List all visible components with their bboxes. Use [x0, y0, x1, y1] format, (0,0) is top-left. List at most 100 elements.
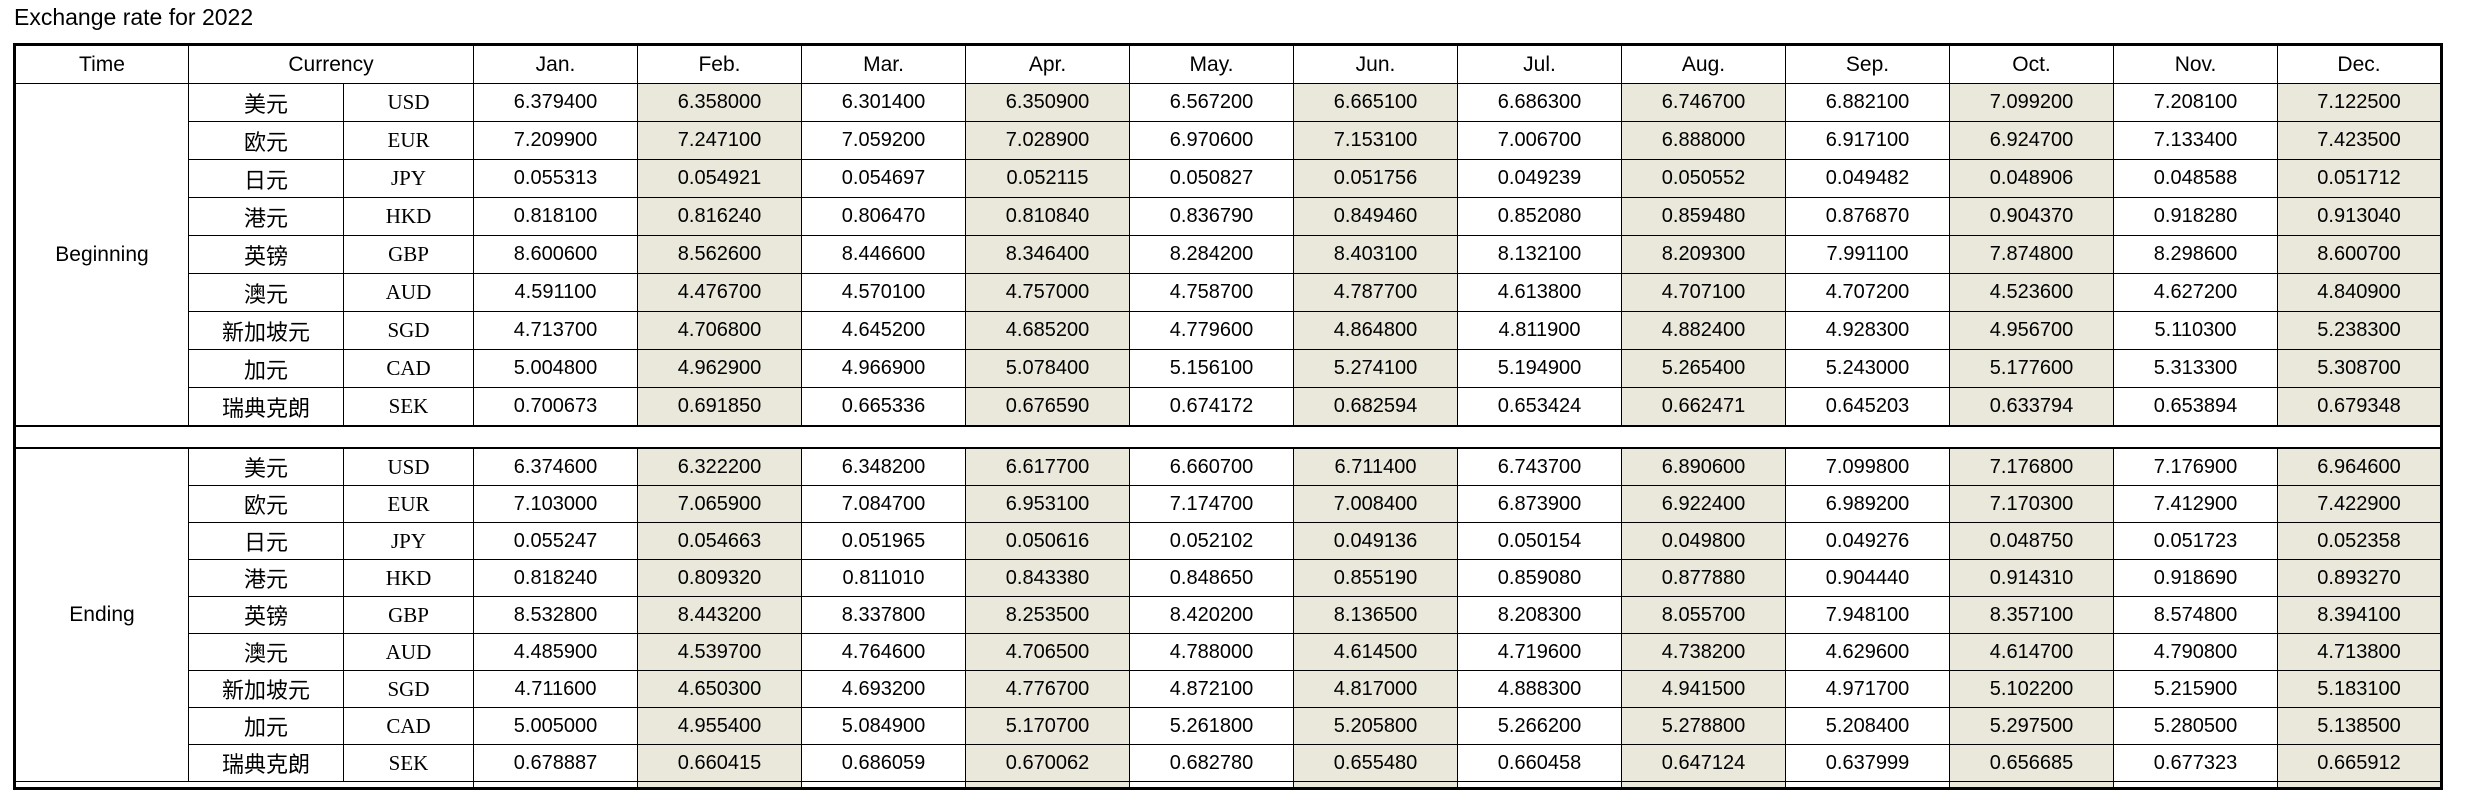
rate-cell: 6.924700 — [1949, 121, 2114, 160]
rate-cell: 0.893270 — [2277, 559, 2442, 597]
rate-cell: 0.633794 — [1949, 387, 2114, 427]
bottom-strip-cell — [1949, 781, 2114, 789]
currency-code: HKD — [343, 197, 474, 236]
rate-cell: 8.337800 — [801, 596, 966, 634]
currency-name-cn: 新加坡元 — [188, 311, 344, 350]
rate-cell: 6.686300 — [1457, 83, 1622, 122]
rate-cell: 7.412900 — [2113, 485, 2278, 523]
rate-cell: 8.253500 — [965, 596, 1130, 634]
rate-cell: 0.653424 — [1457, 387, 1622, 427]
col-header-month: Dec. — [2277, 44, 2442, 84]
rate-cell: 6.358000 — [637, 83, 802, 122]
rate-cell: 8.209300 — [1621, 235, 1786, 274]
rate-cell: 0.809320 — [637, 559, 802, 597]
rate-cell: 8.298600 — [2113, 235, 2278, 274]
col-header-month: Sep. — [1785, 44, 1950, 84]
rate-cell: 7.174700 — [1129, 485, 1294, 523]
rate-cell: 8.446600 — [801, 235, 966, 274]
currency-name-cn: 港元 — [188, 197, 344, 236]
rate-cell: 0.811010 — [801, 559, 966, 597]
rate-cell: 6.890600 — [1621, 447, 1786, 486]
rate-cell: 0.843380 — [965, 559, 1130, 597]
rate-cell: 7.208100 — [2113, 83, 2278, 122]
rate-cell: 4.971700 — [1785, 670, 1950, 708]
rate-cell: 0.051756 — [1293, 159, 1458, 198]
rate-cell: 4.706500 — [965, 633, 1130, 671]
rate-cell: 0.653894 — [2113, 387, 2278, 427]
rate-cell: 6.917100 — [1785, 121, 1950, 160]
rate-cell: 6.348200 — [801, 447, 966, 486]
rate-cell: 5.177600 — [1949, 349, 2114, 388]
rate-cell: 0.818100 — [473, 197, 638, 236]
rate-cell: 7.103000 — [473, 485, 638, 523]
rate-cell: 4.888300 — [1457, 670, 1622, 708]
rate-cell: 8.532800 — [473, 596, 638, 634]
rate-cell: 5.238300 — [2277, 311, 2442, 350]
rate-cell: 4.941500 — [1621, 670, 1786, 708]
rate-cell: 0.051965 — [801, 522, 966, 560]
rate-cell: 7.133400 — [2113, 121, 2278, 160]
col-header-month: May. — [1129, 44, 1294, 84]
currency-name-cn: 加元 — [188, 707, 344, 745]
rate-cell: 0.849460 — [1293, 197, 1458, 236]
table-row: Ending 美元 USD 6.374600 6.322200 6.348200 6.617… — [14, 447, 2442, 782]
currency-code: SGD — [343, 670, 474, 708]
rate-cell: 5.215900 — [2113, 670, 2278, 708]
rate-cell: 0.679348 — [2277, 387, 2442, 427]
rate-cell: 4.758700 — [1129, 273, 1294, 312]
rate-cell: 4.955400 — [637, 707, 802, 745]
rate-cell: 7.991100 — [1785, 235, 1950, 274]
table-row: 欧元 EUR 7.103000 7.065900 7.084700 6.953100 7.1… — [15, 485, 2442, 523]
rate-cell: 4.707100 — [1621, 273, 1786, 312]
bottom-strip-cell — [965, 781, 1130, 789]
time-section-label: Beginning — [14, 83, 189, 427]
rate-cell: 0.677323 — [2113, 744, 2278, 782]
rate-cell: 0.877880 — [1621, 559, 1786, 597]
currency-name-cn: 美元 — [188, 83, 344, 122]
rate-cell: 4.539700 — [637, 633, 802, 671]
rate-cell: 4.719600 — [1457, 633, 1622, 671]
rate-cell: 7.422900 — [2277, 485, 2442, 523]
rate-cell: 4.693200 — [801, 670, 966, 708]
col-header-month: Nov. — [2113, 44, 2278, 84]
rate-cell: 5.265400 — [1621, 349, 1786, 388]
rate-cell: 0.054921 — [637, 159, 802, 198]
rate-cell: 5.102200 — [1949, 670, 2114, 708]
rate-cell: 0.660415 — [637, 744, 802, 782]
section-separator — [14, 425, 2442, 449]
rate-cell: 4.650300 — [637, 670, 802, 708]
rate-cell: 5.138500 — [2277, 707, 2442, 745]
col-header-month: Jan. — [473, 44, 638, 84]
rate-cell: 6.301400 — [801, 83, 966, 122]
rate-cell: 6.882100 — [1785, 83, 1950, 122]
section-beginning-body: Beginning 美元 USD 6.379400 6.358000 6.301400 6.… — [14, 83, 2442, 427]
rate-cell: 4.614500 — [1293, 633, 1458, 671]
bottom-strip-cell — [801, 781, 966, 789]
rate-cell: 5.170700 — [965, 707, 1130, 745]
rate-cell: 7.099200 — [1949, 83, 2114, 122]
rate-cell: 7.423500 — [2277, 121, 2442, 160]
rate-cell: 0.806470 — [801, 197, 966, 236]
rate-cell: 6.873900 — [1457, 485, 1622, 523]
rate-cell: 6.660700 — [1129, 447, 1294, 486]
rate-cell: 8.600600 — [473, 235, 638, 274]
bottom-strip-cell — [637, 781, 802, 789]
table-row: 新加坡元 SGD 4.713700 4.706800 4.645200 4.685200 4… — [15, 311, 2442, 350]
rate-cell: 5.194900 — [1457, 349, 1622, 388]
rate-cell: 0.904440 — [1785, 559, 1950, 597]
rate-cell: 0.662471 — [1621, 387, 1786, 427]
rate-cell: 4.613800 — [1457, 273, 1622, 312]
rate-cell: 0.050154 — [1457, 522, 1622, 560]
rate-cell: 0.049136 — [1293, 522, 1458, 560]
rate-cell: 6.953100 — [965, 485, 1130, 523]
table-row: Beginning 美元 USD 6.379400 6.358000 6.301400 6.… — [14, 83, 2442, 427]
currency-code: JPY — [343, 159, 474, 198]
rate-cell: 8.443200 — [637, 596, 802, 634]
rate-cell: 0.655480 — [1293, 744, 1458, 782]
bottom-strip-cell — [1785, 781, 1950, 789]
col-header-month: Oct. — [1949, 44, 2114, 84]
rate-cell: 4.614700 — [1949, 633, 2114, 671]
bottom-strip-cell — [1457, 781, 1622, 789]
col-header-month: Jul. — [1457, 44, 1622, 84]
rate-cell: 5.297500 — [1949, 707, 2114, 745]
